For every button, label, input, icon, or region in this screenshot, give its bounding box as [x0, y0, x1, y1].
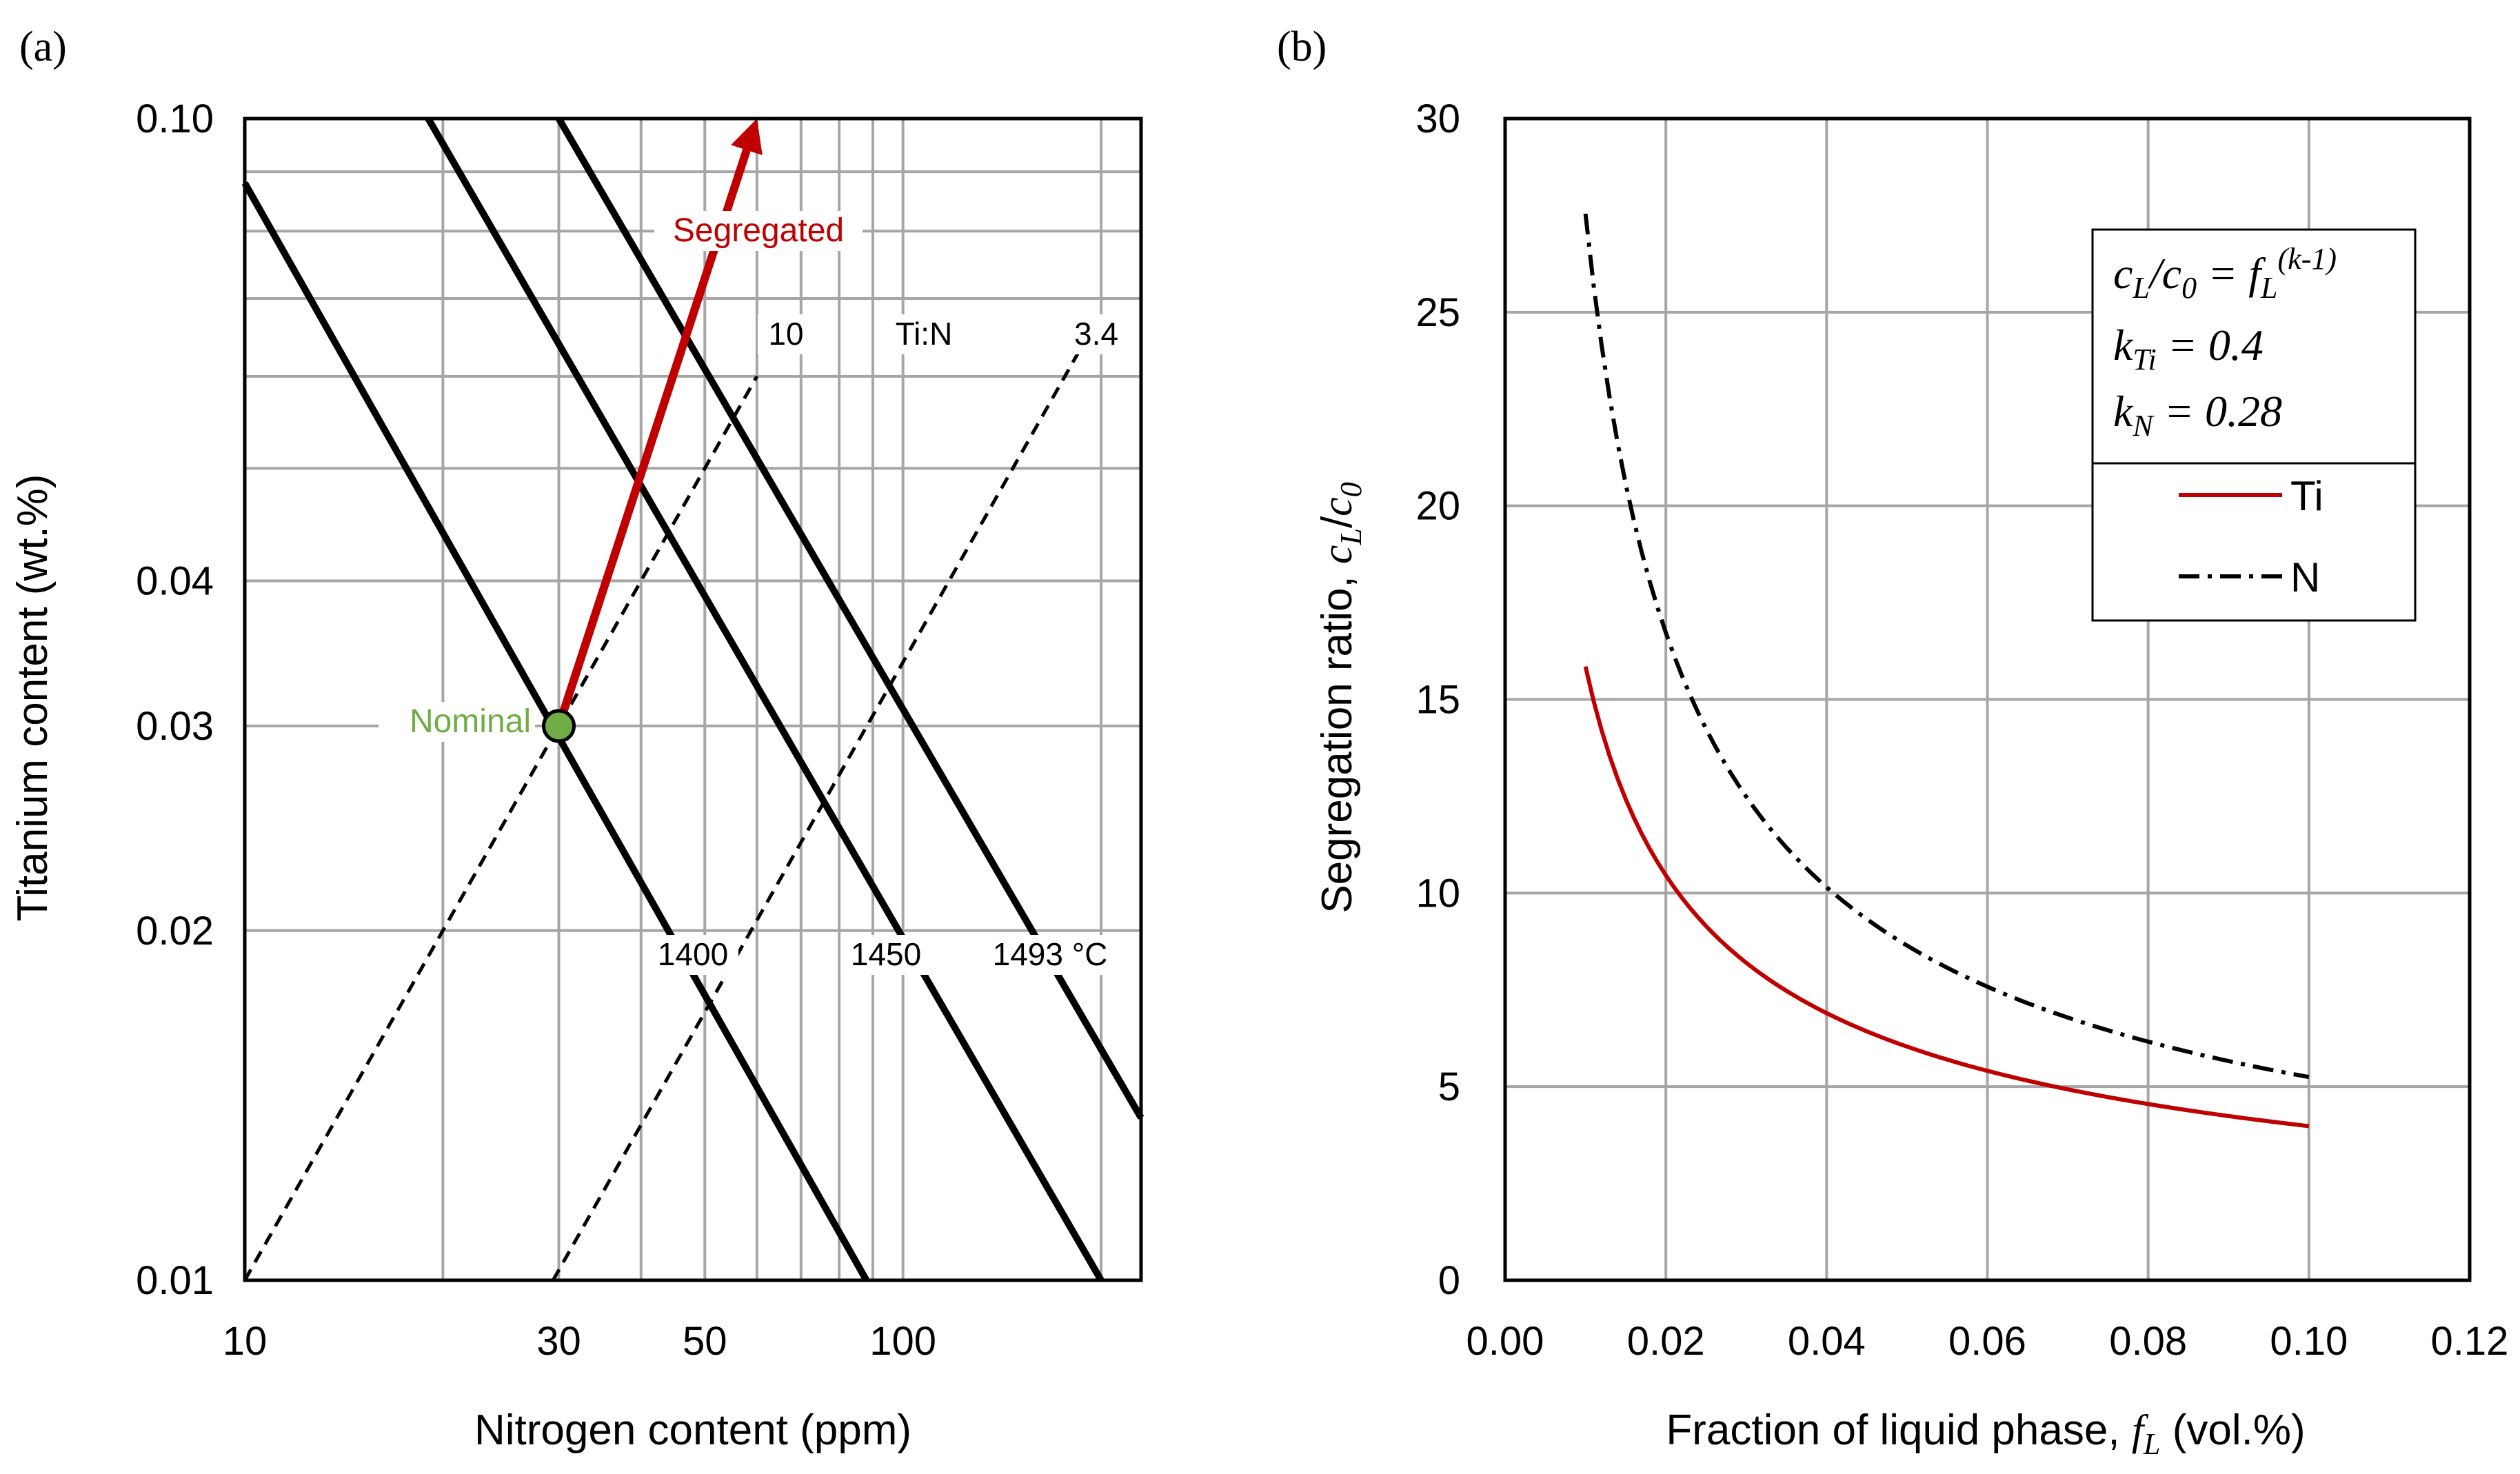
y-tick-label: 5	[1438, 1064, 1460, 1109]
y-tick-label: 0.02	[136, 909, 214, 953]
panel-a-x-tick-labels: 10 30 50 100	[223, 1319, 936, 1364]
isotherm-1450-label-bg	[840, 935, 931, 975]
nominal-point-marker	[541, 709, 576, 743]
x-tick-label: 0.00	[1466, 1319, 1544, 1364]
y-tick-label: 30	[1415, 97, 1460, 141]
ratio-title-label: Ti:N	[896, 316, 953, 352]
isotherm-1493-label: 1493 °C	[993, 936, 1108, 972]
panel-a-ti-n-ratio-lines	[243, 350, 1080, 1282]
x-tick-label: 0.12	[2431, 1319, 2509, 1364]
segregation-arrow-head	[731, 119, 763, 156]
ratio-3-4-label: 3.4	[1074, 316, 1118, 352]
ti-n-ratio-line	[243, 375, 759, 1282]
k-ti-parameter: kTi = 0.4	[2113, 321, 2264, 376]
panel-b-y-axis-title: Segregation ratio, cL/c0	[1313, 482, 1368, 913]
k-n-parameter: kN = 0.28	[2113, 387, 2282, 443]
panel-a-plot-frame	[243, 117, 1143, 1282]
series-n-line	[1583, 213, 2310, 1080]
series-ti-line	[1583, 666, 2310, 1129]
panel-b-legend-frame	[2091, 228, 2417, 622]
x-tick-label: 0.10	[2270, 1319, 2348, 1364]
panel-b-x-axis-title: Fraction of liquid phase, fL (vol.%)	[1666, 1406, 2305, 1461]
y-tick-label: 0	[1438, 1258, 1460, 1303]
panel-b-label: (b)	[1277, 23, 1327, 70]
y-tick-label: 0.01	[136, 1258, 214, 1303]
x-tick-label: 50	[683, 1319, 727, 1364]
y-tick-label: 0.03	[136, 704, 214, 749]
panel-b-series	[1583, 213, 2310, 1129]
panel-b-legend: cL/c0 = fL(k-1) kTi = 0.4 kN = 0.28 Ti N	[2091, 228, 2417, 622]
y-tick-label: 15	[1415, 678, 1460, 723]
ratio-10-label: 10	[768, 316, 803, 352]
y-tick-label: 20	[1415, 484, 1460, 529]
ratio-3-4-label-bg	[1065, 314, 1128, 354]
x-tick-label: 0.06	[1948, 1319, 2026, 1364]
x-tick-label: 30	[536, 1319, 581, 1364]
legend-ti-label: Ti	[2290, 473, 2324, 519]
panel-b-plot-frame	[1503, 117, 2472, 1282]
y-tick-label: 10	[1415, 871, 1460, 916]
legend-n-label: N	[2290, 554, 2320, 600]
nominal-label-bg	[379, 702, 535, 742]
x-tick-label: 0.08	[2109, 1319, 2187, 1364]
isotherm-1450-label: 1450	[851, 936, 921, 972]
panel-a-isotherm-lines	[241, 117, 1145, 1282]
panel-a-y-tick-labels: 0.01 0.02 0.03 0.04 0.10	[136, 97, 214, 1303]
y-tick-label: 0.10	[136, 97, 214, 141]
nominal-label: Nominal	[410, 703, 531, 740]
panel-b-y-tick-labels: 0 5 10 15 20 25 30	[1415, 97, 1460, 1303]
panel-b-segregation-ratio-chart: (b) 0.00 0.02 0.04 0.06 0.08 0.10 0.12 0 5 10 15 2…	[1277, 23, 2508, 1461]
panel-a-gridlines	[243, 117, 1141, 1282]
panel-a-label: (a)	[19, 23, 67, 70]
panel-b-x-tick-labels: 0.00 0.02 0.04 0.06 0.08 0.10 0.12	[1466, 1319, 2509, 1364]
panel-a-nitride-solubility-chart: (a) 10 30 50 100 0.01 0.02 0.03 0.04 0.10 Segre…	[9, 23, 1145, 1454]
x-tick-label: 10	[223, 1319, 268, 1364]
x-tick-label: 100	[869, 1319, 936, 1364]
x-tick-label: 0.02	[1627, 1319, 1705, 1364]
y-tick-label: 0.04	[136, 559, 214, 604]
isotherm-line	[425, 117, 1105, 1282]
segregated-label: Segregated	[673, 212, 844, 249]
ratio-title-label-bg	[882, 314, 966, 354]
isotherm-1400-label-bg	[647, 935, 738, 975]
segregated-label-bg	[654, 211, 863, 251]
panel-a-annotations: Segregated Nominal 10 Ti:N 3.4 1400 1450 1493 °…	[379, 211, 1133, 975]
ti-n-ratio-line	[551, 350, 1080, 1282]
x-tick-label: 0.04	[1788, 1319, 1866, 1364]
formula-exponent: (k-1)	[2278, 242, 2337, 276]
ratio-10-label-bg	[758, 314, 814, 354]
y-tick-label: 25	[1415, 290, 1460, 335]
panel-a-y-axis-title: Titanium content (wt.%)	[9, 474, 57, 922]
panel-a-x-axis-title: Nitrogen content (ppm)	[474, 1406, 911, 1454]
isotherm-1400-label: 1400	[658, 936, 728, 972]
isotherm-1493-label-bg	[967, 935, 1133, 975]
